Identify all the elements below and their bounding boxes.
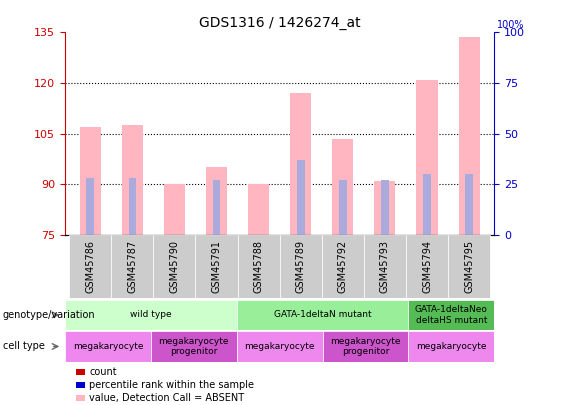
Text: megakaryocyte
progenitor: megakaryocyte progenitor [159,337,229,356]
Bar [323,331,408,362]
Text: GSM45789: GSM45789 [295,240,306,293]
Text: GSM45795: GSM45795 [464,240,474,293]
Bar [248,184,269,235]
Bar [364,235,406,298]
Bar [332,139,353,235]
Bar [408,300,494,330]
Bar [213,180,220,235]
Text: value, Detection Call = ABSENT: value, Detection Call = ABSENT [89,393,245,403]
Text: GSM45787: GSM45787 [127,240,137,293]
Bar [69,235,111,298]
Bar [65,331,151,362]
Text: 100%: 100% [497,20,525,30]
Text: wild type: wild type [130,310,172,320]
Bar [153,235,195,298]
Bar [423,174,431,235]
Text: GSM45791: GSM45791 [211,240,221,293]
Bar [195,235,237,298]
Bar [76,394,85,401]
Bar [122,125,143,235]
Bar [408,331,494,362]
Text: cell type: cell type [3,341,45,352]
Bar [280,235,322,298]
Bar [76,382,85,388]
Text: GATA-1deltaNeo
deltaHS mutant: GATA-1deltaNeo deltaHS mutant [415,305,488,324]
Bar [129,178,136,235]
Bar [237,300,408,330]
Text: GSM45792: GSM45792 [338,240,348,293]
Bar [80,127,101,235]
Bar [466,174,473,235]
Bar [416,80,437,235]
Text: megakaryocyte: megakaryocyte [245,342,315,351]
Bar [86,178,94,235]
Text: GSM45786: GSM45786 [85,240,95,293]
Text: megakaryocyte
progenitor: megakaryocyte progenitor [331,337,401,356]
Bar [339,180,346,235]
Text: GSM45794: GSM45794 [422,240,432,293]
Text: genotype/variation: genotype/variation [3,310,95,320]
Bar [406,235,448,298]
Bar [65,300,237,330]
Text: GSM45790: GSM45790 [170,240,180,293]
Bar [375,181,396,235]
Bar [237,235,280,298]
Text: GSM45788: GSM45788 [254,240,264,293]
Text: GATA-1deltaN mutant: GATA-1deltaN mutant [274,310,371,320]
Text: GSM45793: GSM45793 [380,240,390,293]
Text: count: count [89,367,117,377]
Text: percentile rank within the sample: percentile rank within the sample [89,380,254,390]
Title: GDS1316 / 1426274_at: GDS1316 / 1426274_at [199,16,360,30]
Bar [237,331,323,362]
Bar [297,160,305,235]
Bar [448,235,490,298]
Text: megakaryocyte: megakaryocyte [416,342,486,351]
Bar [322,235,364,298]
Bar [290,93,311,235]
Bar [151,331,237,362]
Bar [459,38,480,235]
Bar [381,180,389,235]
Bar [111,235,153,298]
Bar [206,167,227,235]
Text: megakaryocyte: megakaryocyte [73,342,143,351]
Bar [76,369,85,375]
Bar [164,184,185,235]
